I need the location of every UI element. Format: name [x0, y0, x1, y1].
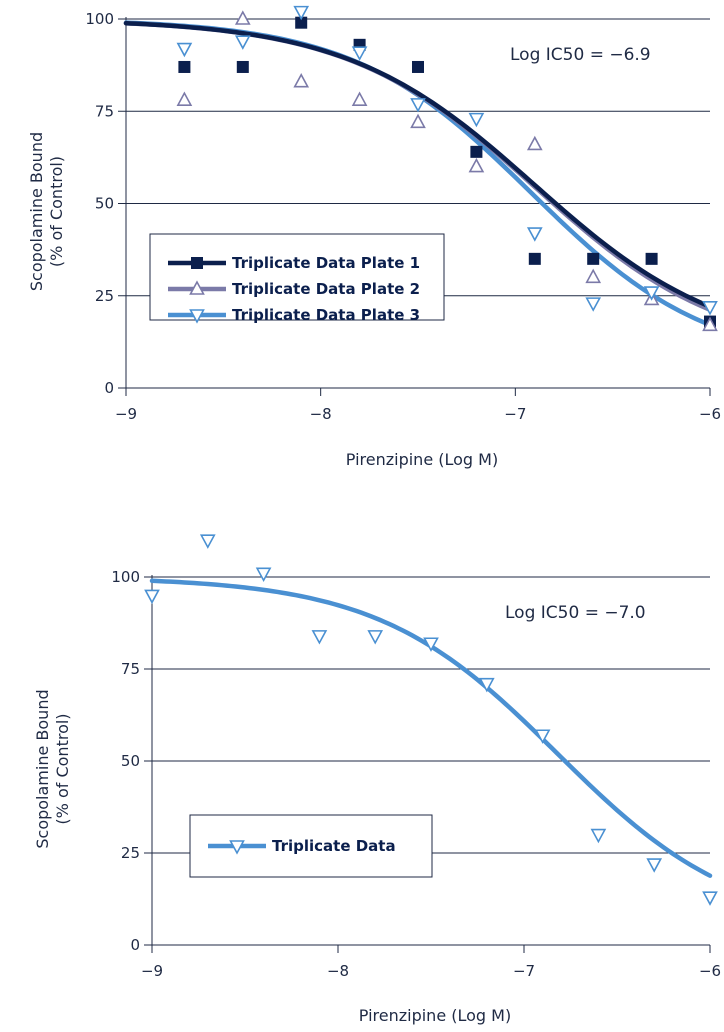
- x-axis-title: Pirenzipine (Log M): [346, 450, 498, 469]
- data-point: [351, 91, 368, 106]
- legend-label: Triplicate Data Plate 2: [232, 280, 420, 298]
- x-tick-label: −8: [310, 405, 332, 423]
- legend-marker: [189, 309, 205, 324]
- legend-label: Triplicate Data Plate 3: [232, 306, 420, 324]
- data-point: [702, 301, 718, 316]
- data-point: [410, 98, 426, 113]
- ic50-annotation: Log IC50 = −7.0: [505, 603, 646, 623]
- data-point: [176, 91, 193, 106]
- data-point: [367, 630, 384, 645]
- legend-box: [149, 233, 445, 321]
- data-point: [293, 73, 310, 88]
- y-tick-label: 100: [111, 568, 140, 586]
- data-point: [585, 297, 602, 312]
- y-axis-title: Scopolamine Bound(% of Control): [27, 132, 66, 291]
- data-point: [587, 252, 600, 265]
- data-point: [295, 16, 308, 29]
- legend-marker: [229, 840, 245, 855]
- x-tick-label: −8: [327, 962, 349, 980]
- data-point: [470, 145, 483, 158]
- x-tick-label: −7: [504, 405, 526, 423]
- y-tick-label: 0: [130, 936, 140, 954]
- y-tick-label: 75: [121, 660, 140, 678]
- x-axis-title: Pirenzipine (Log M): [359, 1006, 511, 1025]
- data-point: [351, 46, 368, 61]
- y-tick-label: 75: [95, 102, 114, 120]
- data-point: [176, 42, 193, 58]
- y-axis-title: Scopolamine Bound(% of Control): [33, 689, 72, 848]
- y-tick-label: 100: [85, 10, 114, 28]
- data-point: [526, 135, 543, 151]
- y-tick-label: 50: [121, 752, 140, 770]
- data-point: [643, 286, 660, 301]
- ic50-annotation: Log IC50 = −6.9: [510, 45, 651, 65]
- data-point: [255, 567, 272, 582]
- data-point: [311, 630, 328, 645]
- data-point: [702, 891, 718, 906]
- data-point: [702, 316, 718, 332]
- legend: Triplicate Data: [189, 814, 433, 878]
- data-point: [144, 589, 160, 605]
- data-point: [412, 60, 424, 73]
- data-point: [528, 252, 541, 265]
- chart-panel-bottom: 0 25 50 75 100 −9 −8 −7 −6 Pirenzipine (Log M) Sco…: [33, 534, 721, 1025]
- y-tick-label: 0: [104, 379, 114, 397]
- legend-label: Triplicate Data: [272, 837, 396, 855]
- legend: Triplicate Data Plate 1 Triplicate Data P…: [149, 233, 445, 324]
- legend-marker: [191, 257, 203, 269]
- data-point: [585, 268, 602, 284]
- data-point: [468, 157, 485, 173]
- x-tick-label: −6: [699, 962, 721, 980]
- legend-marker: [189, 280, 205, 295]
- data-point: [234, 10, 251, 25]
- y-tick-label: 25: [121, 844, 140, 862]
- data-point: [236, 60, 249, 73]
- y-tick-label: 25: [95, 287, 114, 305]
- data-point: [199, 534, 216, 549]
- x-tick-label: −9: [141, 962, 163, 980]
- data-point: [293, 5, 310, 21]
- data-point: [410, 113, 426, 129]
- data-point: [234, 35, 251, 50]
- chart-panel-top: 0 25 50 75 100 −9 −8 −7 −6 Pirenzipine (Log M) Sco…: [27, 5, 721, 469]
- data-point: [526, 227, 543, 242]
- y-tick-label: 50: [95, 195, 114, 213]
- data-point: [590, 828, 607, 844]
- data-point: [478, 677, 495, 693]
- data-point: [468, 112, 485, 128]
- data-point: [645, 252, 658, 265]
- fit-curve-1: [123, 20, 713, 309]
- data-point: [423, 637, 439, 652]
- x-tick-label: −7: [513, 962, 535, 980]
- data-point: [534, 729, 551, 744]
- data-point: [646, 858, 663, 873]
- x-tick-label: −9: [115, 405, 137, 423]
- legend-label: Triplicate Data Plate 1: [232, 254, 420, 272]
- data-point: [178, 60, 191, 73]
- x-tick-label: −6: [699, 405, 721, 423]
